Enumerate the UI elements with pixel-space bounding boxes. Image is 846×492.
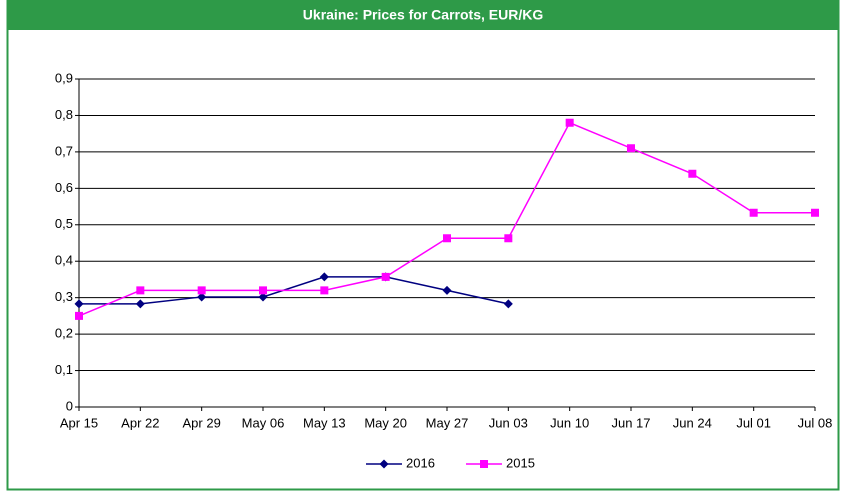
y-tick-label: 0: [66, 398, 73, 413]
point: [197, 286, 206, 295]
point: [688, 169, 697, 178]
x-tick-label: Jul 01: [736, 415, 771, 430]
y-tick-label: 0,7: [55, 143, 73, 158]
x-tick-label: May 20: [364, 415, 407, 430]
point: [480, 460, 488, 468]
point: [197, 292, 207, 302]
point: [811, 208, 819, 217]
point: [379, 459, 389, 469]
point: [136, 286, 145, 295]
point: [320, 286, 329, 295]
point: [749, 208, 758, 217]
point: [75, 311, 83, 320]
y-tick-label: 0,3: [55, 289, 73, 304]
point: [381, 272, 390, 281]
y-tick-label: 0,2: [55, 326, 73, 341]
point: [319, 272, 329, 282]
chart-title: Ukraine: Prices for Carrots, EUR/KG: [303, 7, 544, 23]
legend-label: 2016: [406, 455, 435, 470]
y-tick-label: 0,4: [55, 253, 73, 268]
y-tick-label: 0,1: [55, 362, 73, 377]
point: [135, 299, 145, 309]
title-bar: [7, 0, 839, 30]
x-tick-label: Jul 08: [798, 415, 833, 430]
point: [504, 234, 513, 243]
x-tick-label: Jun 17: [611, 415, 650, 430]
legend-label: 2015: [506, 455, 535, 470]
x-tick-label: May 13: [303, 415, 346, 430]
x-tick-label: May 27: [426, 415, 469, 430]
y-tick-label: 0,6: [55, 180, 73, 195]
x-tick-label: May 06: [242, 415, 285, 430]
x-tick-label: Apr 29: [183, 415, 221, 430]
x-tick-label: Apr 22: [121, 415, 159, 430]
x-tick-label: Jun 03: [489, 415, 528, 430]
x-tick-label: Jun 24: [673, 415, 712, 430]
y-tick-label: 0,8: [55, 107, 73, 122]
series-line: [79, 276, 509, 305]
point: [74, 299, 84, 309]
point: [259, 286, 267, 295]
point: [503, 299, 513, 309]
point: [258, 292, 268, 302]
point: [565, 118, 574, 127]
y-tick-label: 0,9: [55, 70, 73, 85]
point: [442, 285, 452, 295]
x-tick-label: Jun 10: [550, 415, 589, 430]
frame: [6, 0, 840, 491]
point: [443, 234, 451, 243]
x-tick-label: Apr 15: [60, 415, 98, 430]
point: [627, 144, 635, 153]
y-tick-label: 0,5: [55, 216, 73, 231]
